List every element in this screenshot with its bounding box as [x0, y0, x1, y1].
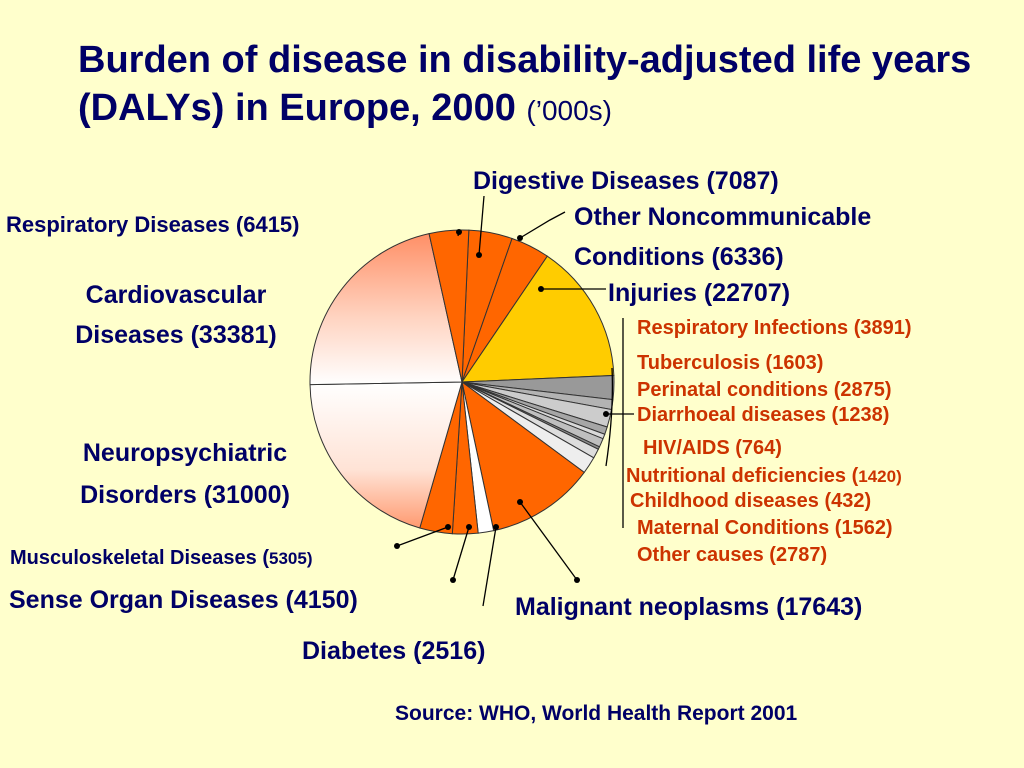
dot-malignant-end — [574, 577, 580, 583]
dot-diabetes — [493, 524, 499, 530]
label-malignant: Malignant neoplasms (17643) — [515, 593, 863, 621]
label-neuro-line1: Neuropsychiatric — [82, 439, 288, 467]
source-note: Source: WHO, World Health Report 2001 — [395, 702, 798, 725]
pie-slice-2 — [461, 255, 615, 383]
pie-slice-17 — [309, 233, 463, 386]
pie-slices — [309, 229, 615, 535]
leader-musculo — [396, 526, 449, 547]
dot-digestive — [476, 252, 482, 258]
label-resp-inf: Respiratory Infections (3891) — [637, 317, 912, 339]
leader-other-noncomm — [519, 211, 566, 239]
leader-sense — [452, 526, 470, 581]
pie-slice-16 — [309, 381, 463, 529]
leader-dots — [394, 229, 609, 583]
leader-digestive — [478, 195, 485, 256]
leader-malignant — [519, 501, 578, 581]
label-musculo: Musculoskeletal Diseases (5305) — [10, 546, 313, 571]
label-respiratory: Respiratory Diseases (6415) — [6, 212, 300, 237]
label-hiv: HIV/AIDS (764) — [643, 437, 782, 459]
label-neuro-line2: Disorders (31000) — [80, 481, 290, 509]
dot-diarrhoeal — [603, 411, 609, 417]
label-digestive: Digestive Diseases (7087) — [473, 167, 779, 195]
label-cardio-line2: Diseases (33381) — [75, 321, 277, 349]
label-other-noncomm-line1: Other Noncommunicable — [574, 203, 872, 231]
pie-slice-12 — [461, 380, 585, 532]
dot-sense — [466, 524, 472, 530]
pie-slice-18 — [428, 229, 470, 383]
dot-musculo — [445, 524, 451, 530]
label-tb: Tuberculosis (1603) — [637, 352, 824, 374]
label-perinatal: Perinatal conditions (2875) — [637, 379, 892, 401]
label-sense: Sense Organ Diseases (4150) — [9, 586, 358, 614]
label-injuries: Injuries (22707) — [608, 279, 791, 307]
label-nutritional-a: Nutritional deficiencies ( — [626, 465, 859, 487]
dot-sense-end — [450, 577, 456, 583]
dot-respiratory — [456, 229, 462, 235]
group-brace — [605, 367, 614, 467]
chart-title: Burden of disease in disability-adjusted… — [78, 36, 978, 135]
label-musculo-a: Musculoskeletal Diseases ( — [10, 547, 270, 569]
dot-malignant — [517, 499, 523, 505]
label-other-causes: Other causes (2787) — [637, 544, 828, 566]
chart-title-main: Burden of disease in disability-adjusted… — [78, 39, 972, 129]
leader-lines — [396, 195, 634, 607]
label-diarrhoeal: Diarrhoeal diseases (1238) — [637, 404, 890, 426]
label-diabetes: Diabetes (2516) — [302, 637, 486, 665]
label-other-noncomm-line2: Conditions (6336) — [574, 243, 784, 271]
label-musculo-b: 5305) — [269, 549, 313, 568]
dot-musculo-end — [394, 543, 400, 549]
label-maternal: Maternal Conditions (1562) — [637, 517, 893, 539]
dot-other-noncomm — [517, 235, 523, 241]
label-nutritional-b: 1420) — [858, 467, 902, 486]
label-childhood: Childhood diseases (432) — [630, 490, 872, 512]
chart-title-unit: (’000s) — [526, 95, 612, 126]
leader-diabetes — [482, 526, 497, 607]
label-nutritional: Nutritional deficiencies (1420) — [626, 464, 902, 489]
dot-injuries — [538, 286, 544, 292]
label-cardio-line1: Cardiovascular — [85, 281, 267, 309]
